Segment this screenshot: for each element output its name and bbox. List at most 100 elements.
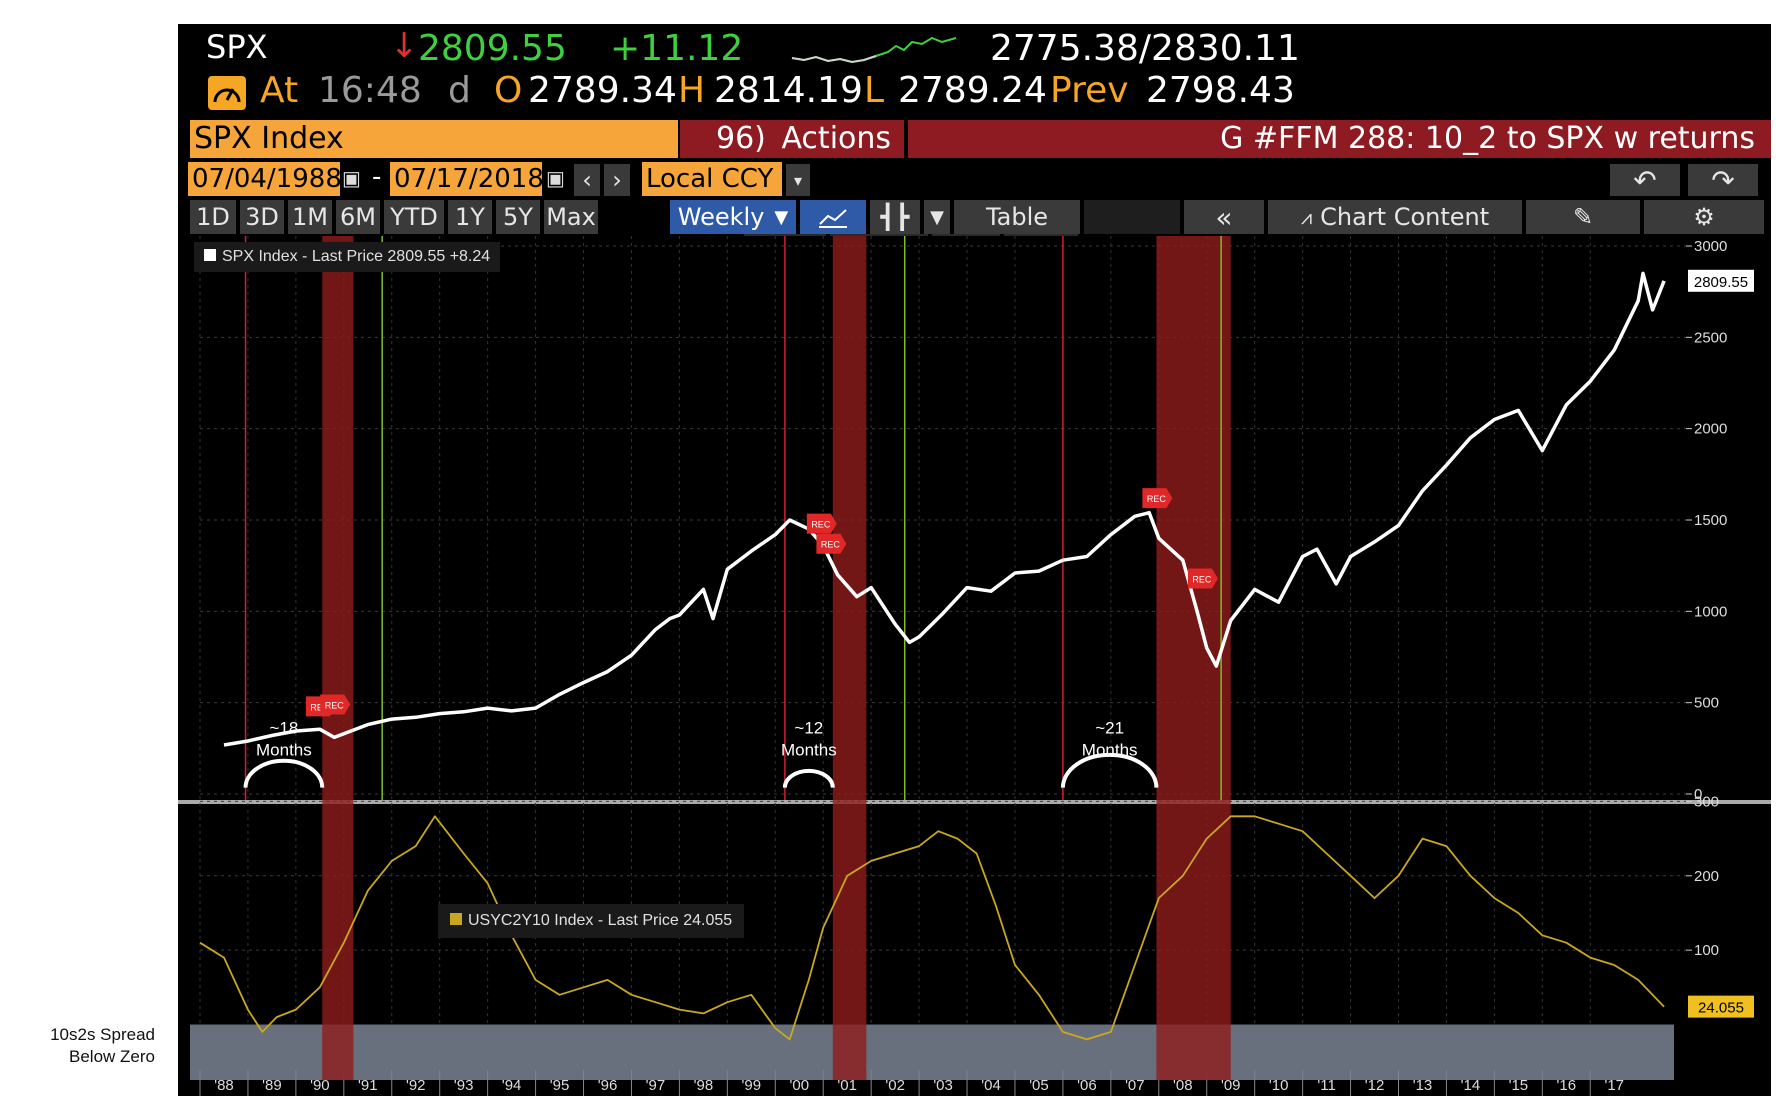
x-tick-label: '14 xyxy=(1461,1077,1481,1094)
rec-tag xyxy=(1187,568,1218,589)
x-tick-label: '98 xyxy=(694,1077,714,1094)
lag-label: ~12 xyxy=(794,719,823,738)
next-range-button[interactable]: › xyxy=(604,164,630,196)
magnifier-icon: ⚲ xyxy=(1010,237,1022,254)
below-zero-band xyxy=(190,1024,1674,1080)
spread-line xyxy=(199,815,1665,1041)
spread-legend-text: USYC2Y10 Index - Last Price 24.055 xyxy=(468,912,733,929)
currency-dropdown-icon[interactable]: ▾ xyxy=(786,164,810,196)
x-tick-label: '15 xyxy=(1509,1077,1529,1094)
rec-tag xyxy=(806,513,837,534)
undo-icon[interactable]: ↶ xyxy=(1610,164,1680,197)
last-price-flag xyxy=(1688,269,1754,292)
below-zero-label: 10s2s Spread Below Zero xyxy=(20,1024,155,1068)
news-icon: ▪ xyxy=(938,236,944,253)
annotate-label: Annotate xyxy=(856,236,921,253)
rec-tag xyxy=(305,696,336,717)
legend-swatch xyxy=(204,249,216,261)
zoom-button[interactable]: ⚲ Zoom xyxy=(1004,234,1078,256)
calendar-icon[interactable]: ▣ xyxy=(342,168,361,190)
day-range: 2775.38/2830.11 xyxy=(990,28,1300,69)
currency-select[interactable]: Local CCY xyxy=(642,162,782,196)
y-tick-label: 2000 xyxy=(1694,421,1727,438)
lag-label: ~21 xyxy=(1095,719,1124,738)
y-tick-label: 300 xyxy=(1694,793,1719,810)
prev-value: 2798.43 xyxy=(1146,70,1295,111)
x-tick-label: '91 xyxy=(358,1077,378,1094)
frequency-select[interactable]: Weekly ▼ xyxy=(670,200,796,234)
actions-menu[interactable]: 96) Actions ▾ xyxy=(680,120,904,191)
annotate-button[interactable]: ∠ Annotate xyxy=(830,234,928,256)
price-pane-bg xyxy=(178,236,1688,798)
security-field[interactable]: SPX Index xyxy=(190,120,678,158)
bar-type-icon[interactable]: ┫┣ xyxy=(870,200,920,234)
line-chart-icon[interactable] xyxy=(800,200,866,234)
period-button-1d[interactable]: 1D xyxy=(190,200,236,234)
x-tick-label: '97 xyxy=(646,1077,666,1094)
lag-arc xyxy=(243,758,325,788)
reset-button[interactable]: ⊙ Reset xyxy=(1018,262,1096,284)
x-tick-label: '11 xyxy=(1317,1077,1335,1094)
x-tick-label: '13 xyxy=(1413,1077,1433,1094)
x-tick-label: '00 xyxy=(789,1077,809,1094)
lag-label: Months xyxy=(1082,741,1138,760)
gear-icon[interactable]: ⚙ xyxy=(1644,200,1764,234)
reset-label: Reset xyxy=(1043,264,1086,281)
chart-type-dropdown-icon[interactable]: ▼ xyxy=(924,200,950,234)
collapse-icon[interactable]: « xyxy=(1184,200,1264,234)
rec-tag-label: REC xyxy=(821,540,841,550)
period-button-6m[interactable]: 6M xyxy=(336,200,380,234)
x-tick-label: '02 xyxy=(885,1077,905,1094)
edit-icon[interactable]: ✎ xyxy=(1526,200,1640,234)
period-button-1m[interactable]: 1M xyxy=(288,200,332,234)
period-button-3d[interactable]: 3D xyxy=(240,200,284,234)
x-tick-label: '05 xyxy=(1029,1077,1049,1094)
open-label: O xyxy=(494,70,523,111)
y-tick-label: 3000 xyxy=(1694,238,1727,255)
speedometer-icon[interactable] xyxy=(208,76,246,110)
spx-legend-text: SPX Index - Last Price 2809.55 +8.24 xyxy=(222,248,491,265)
redo-icon[interactable]: ↷ xyxy=(1688,164,1758,197)
open-value: 2789.34 xyxy=(528,70,677,111)
track-button[interactable]: ✛ Track xyxy=(744,234,826,256)
last-price: 2809.55 xyxy=(418,28,567,69)
x-tick-label: '10 xyxy=(1269,1077,1289,1094)
rec-tag-label: REC xyxy=(325,700,345,710)
x-tick-label: '04 xyxy=(981,1077,1001,1094)
rec-tag-label: REC xyxy=(811,520,831,530)
prev-label: Prev xyxy=(1050,70,1129,111)
start-date-field[interactable]: 07/04/1988 xyxy=(188,162,342,196)
period-button-5y[interactable]: 5Y xyxy=(496,200,540,234)
bloomberg-terminal: SPX ↓ 2809.55 +11.12 2775.38/2830.11 At … xyxy=(178,24,1771,1096)
rec-tag xyxy=(816,533,847,554)
x-tick-label: '96 xyxy=(598,1077,618,1094)
below-zero-label-line1: 10s2s Spread xyxy=(50,1025,155,1044)
period-button-1y[interactable]: 1Y xyxy=(448,200,492,234)
chart-content-icon: ⩘ xyxy=(1300,205,1313,229)
time: 16:48 xyxy=(318,70,422,111)
crosshair-icon: ✛ xyxy=(750,237,764,254)
news-label: News xyxy=(949,236,990,253)
legend-swatch xyxy=(450,913,462,925)
lag-arc xyxy=(1060,752,1159,788)
reset-icon: ⊙ xyxy=(1024,265,1038,282)
x-tick-label: '93 xyxy=(454,1077,474,1094)
spx-line xyxy=(223,271,1666,747)
actions-label: Actions xyxy=(781,121,892,156)
period-button-ytd[interactable]: YTD xyxy=(384,200,444,234)
chart-content-button[interactable]: ⩘ Chart Content xyxy=(1268,200,1522,234)
x-tick-label: '09 xyxy=(1221,1077,1241,1094)
recession-shading xyxy=(832,236,867,1080)
news-button[interactable]: ▪ News xyxy=(932,234,1000,256)
date-dash: - xyxy=(372,162,382,192)
at-label: At xyxy=(260,70,299,111)
track-label: Track xyxy=(769,236,809,253)
period-button-max[interactable]: Max xyxy=(544,200,598,234)
end-date-field[interactable]: 07/17/2018 xyxy=(390,162,544,196)
table-button[interactable]: Table xyxy=(954,200,1080,234)
x-tick-label: '95 xyxy=(550,1077,570,1094)
x-tick-label: '94 xyxy=(502,1077,522,1094)
prev-range-button[interactable]: ‹ xyxy=(574,164,600,196)
calendar-icon[interactable]: ▣ xyxy=(546,168,565,190)
x-tick-label: '99 xyxy=(742,1077,762,1094)
